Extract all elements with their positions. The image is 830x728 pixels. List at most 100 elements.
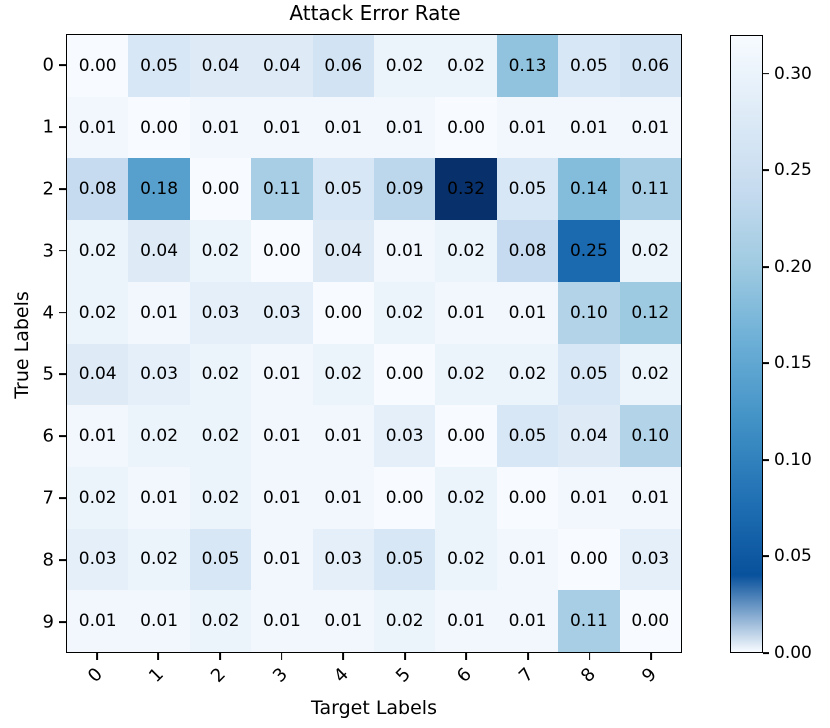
heatmap-cell: 0.01	[128, 590, 190, 652]
heatmap-cell: 0.04	[67, 343, 129, 406]
x-tick-label: 1	[145, 663, 169, 687]
y-tick-mark	[59, 311, 66, 314]
colorbar-tick-label: 0.25	[774, 160, 812, 181]
y-tick-label: 8	[42, 549, 54, 571]
heatmap-cell: 0.01	[251, 405, 313, 467]
x-tick-mark	[157, 653, 160, 660]
heatmap-cell: 0.02	[374, 35, 436, 97]
heatmap-cell: 0.05	[496, 158, 559, 221]
heatmap-cell: 0.01	[312, 405, 374, 467]
chart-title: Attack Error Rate	[289, 1, 461, 25]
y-tick-mark	[59, 249, 66, 252]
x-tick-label: 2	[206, 663, 230, 687]
heatmap-cell: 0.02	[435, 466, 497, 529]
heatmap-cell: 0.04	[128, 220, 190, 282]
heatmap-cell: 0.25	[558, 220, 620, 282]
heatmap-cell: 0.18	[128, 158, 190, 221]
heatmap-cell: 0.03	[128, 343, 190, 406]
colorbar-tick-label: 0.15	[774, 353, 812, 374]
y-tick-mark	[59, 559, 66, 562]
heatmap-cell: 0.00	[496, 466, 559, 529]
heatmap-cell: 0.10	[558, 281, 620, 344]
heatmap-cell: 0.02	[67, 281, 129, 344]
y-tick-label: 6	[42, 425, 54, 447]
heatmap-cell: 0.01	[67, 405, 129, 467]
heatmap-cell: 0.00	[128, 96, 190, 159]
heatmap-cell: 0.01	[67, 590, 129, 652]
heatmap-cell: 0.02	[374, 590, 436, 652]
heatmap-cell: 0.01	[128, 466, 190, 529]
x-tick-mark	[280, 653, 283, 660]
heatmap-cell: 0.00	[558, 528, 620, 591]
y-tick-label: 0	[42, 54, 54, 76]
y-tick-mark	[59, 125, 66, 128]
heatmap-cell: 0.01	[619, 96, 681, 159]
heatmap-cell: 0.03	[189, 281, 252, 344]
colorbar-tick-mark	[763, 72, 769, 75]
heatmap-cell: 0.03	[251, 281, 313, 344]
y-tick-label: 3	[42, 240, 54, 262]
y-tick-mark	[59, 621, 66, 623]
heatmap-cell: 0.01	[619, 466, 681, 529]
heatmap-cell: 0.10	[619, 405, 681, 467]
heatmap-cell: 0.01	[496, 281, 559, 344]
colorbar-tick-mark	[763, 265, 769, 268]
colorbar-tick-label: 0.05	[774, 546, 812, 567]
heatmap-cell: 0.02	[619, 343, 681, 406]
y-tick-label: 2	[42, 178, 54, 200]
heatmap-cell: 0.02	[189, 220, 252, 282]
x-axis-title: Target Labels	[311, 697, 437, 719]
heatmap-cell: 0.02	[496, 343, 559, 406]
x-tick-label: 3	[268, 663, 292, 687]
heatmap-cell: 0.01	[496, 590, 559, 652]
heatmap-cell: 0.01	[496, 96, 559, 159]
heatmap-cell: 0.01	[251, 590, 313, 652]
heatmap-cell: 0.03	[374, 405, 436, 467]
colorbar-tick-label: 0.00	[774, 643, 812, 663]
y-tick-mark	[59, 373, 66, 376]
heatmap-cell: 0.04	[312, 220, 374, 282]
heatmap-cell: 0.02	[189, 343, 252, 406]
heatmap-cell: 0.04	[251, 35, 313, 97]
heatmap-cell: 0.01	[374, 220, 436, 282]
heatmap-cell: 0.02	[374, 281, 436, 344]
heatmap-cell: 0.06	[619, 35, 681, 97]
heatmap-cell: 0.00	[67, 35, 129, 97]
colorbar-tick-mark	[763, 555, 769, 558]
x-tick-mark	[588, 653, 591, 660]
x-tick-label: 7	[514, 663, 538, 687]
heatmap-cell: 0.01	[558, 466, 620, 529]
colorbar-tick-mark	[763, 362, 769, 365]
heatmap-cell: 0.02	[128, 405, 190, 467]
x-tick-label: 5	[391, 663, 415, 687]
heatmap-cell: 0.00	[435, 96, 497, 159]
x-tick-mark	[403, 653, 406, 660]
y-tick-label: 5	[42, 363, 54, 385]
heatmap-cell: 0.02	[189, 405, 252, 467]
heatmap-cell: 0.02	[435, 528, 497, 591]
colorbar-tick-label: 0.30	[774, 63, 812, 84]
heatmap-cell: 0.11	[251, 158, 313, 221]
heatmap-cell: 0.02	[435, 343, 497, 406]
y-tick-mark	[59, 187, 66, 190]
heatmap-cell: 0.01	[251, 466, 313, 529]
heatmap-cell: 0.00	[619, 590, 681, 652]
heatmap-cell: 0.05	[374, 528, 436, 591]
colorbar	[730, 35, 763, 653]
heatmap-cell: 0.01	[312, 96, 374, 159]
heatmap-cell: 0.00	[374, 343, 436, 406]
heatmap-cell: 0.01	[435, 281, 497, 344]
heatmap-grid: 0.00 0.05 0.04 0.04 0.06 0.02 0.02 0.13 0.05 0.06…	[66, 34, 682, 653]
heatmap-cell: 0.01	[67, 96, 129, 159]
y-tick-mark	[59, 497, 66, 500]
heatmap-cell: 0.04	[558, 405, 620, 467]
heatmap-cell: 0.09	[374, 158, 436, 221]
heatmap-cell: 0.01	[496, 528, 559, 591]
heatmap-cell: 0.12	[619, 281, 681, 344]
heatmap-cell: 0.02	[128, 528, 190, 591]
heatmap-cell: 0.01	[312, 466, 374, 529]
heatmap-cell: 0.08	[496, 220, 559, 282]
heatmap-cell: 0.02	[435, 35, 497, 97]
heatmap-cell: 0.03	[312, 528, 374, 591]
